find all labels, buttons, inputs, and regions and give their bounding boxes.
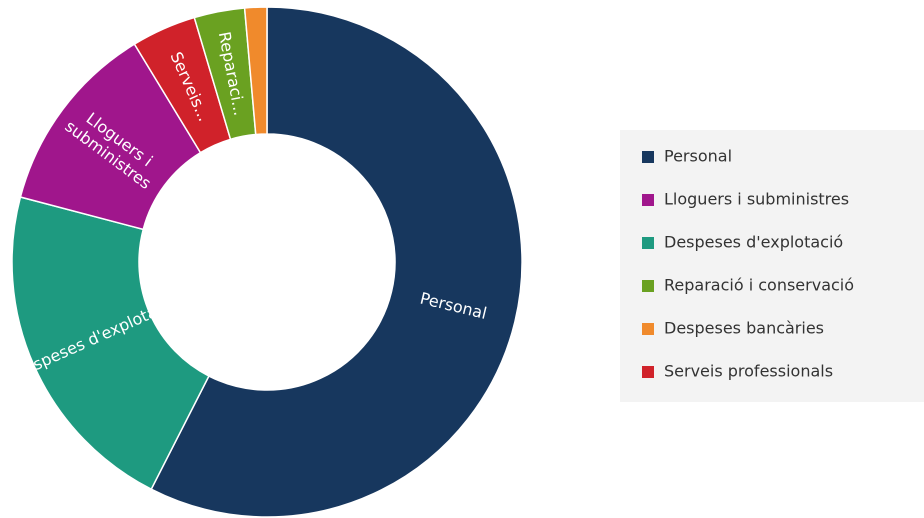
slice [243,6,268,136]
legend-label: Despeses d'explotació [664,233,843,252]
legend-swatch [642,323,654,335]
legend-label: Reparació i conservació [664,276,854,295]
legend-label: Personal [664,147,732,166]
legend-swatch [642,366,654,378]
legend-label: Serveis professionals [664,362,833,381]
legend-swatch [642,237,654,249]
legend-swatch [642,151,654,163]
slice [150,6,523,518]
legend-label: Lloguers i subministres [664,190,849,209]
legend-box [620,130,924,402]
slice [11,196,210,491]
legend-swatch [642,280,654,292]
legend-label: Despeses bancàries [664,319,824,338]
legend-swatch [642,194,654,206]
